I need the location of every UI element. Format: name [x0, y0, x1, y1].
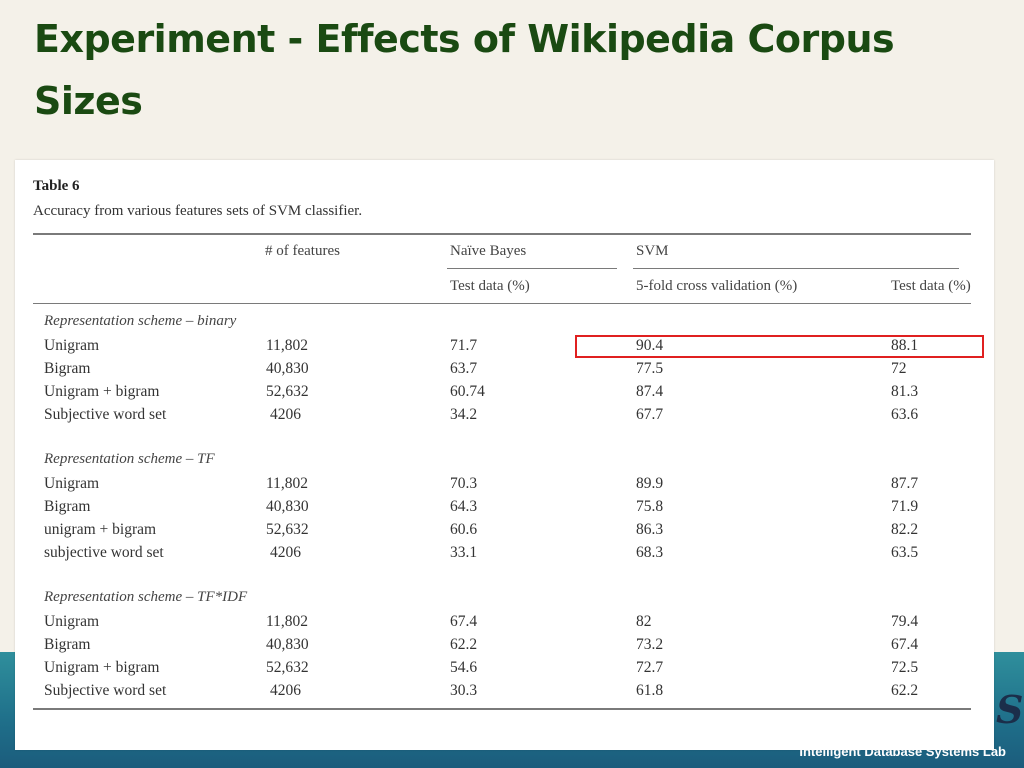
row-name: Unigram	[44, 337, 100, 354]
row-features: 40,830	[266, 636, 309, 653]
row-features: 4206	[270, 406, 301, 423]
table-top-rule	[33, 233, 971, 235]
row-test: 82.2	[891, 521, 919, 538]
row-name: Bigram	[44, 636, 91, 653]
row-cv: 82	[636, 613, 652, 630]
table-bottom-rule	[33, 708, 971, 710]
row-cv: 89.9	[636, 475, 664, 492]
row-name: Subjective word set	[44, 406, 167, 423]
row-nb: 60.74	[450, 383, 485, 400]
row-nb: 63.7	[450, 360, 478, 377]
row-cv: 67.7	[636, 406, 664, 423]
row-test: 88.1	[891, 337, 919, 354]
header-bottom-rule	[33, 303, 971, 304]
row-nb: 34.2	[450, 406, 478, 423]
row-name: unigram + bigram	[44, 521, 157, 538]
row-nb: 62.2	[450, 636, 478, 653]
row-nb: 64.3	[450, 498, 478, 515]
row-nb: 67.4	[450, 613, 478, 630]
svm-group-rule	[633, 268, 959, 269]
row-features: 4206	[270, 544, 301, 561]
header-svm: SVM	[636, 243, 669, 259]
header-svm-test: Test data (%)	[891, 278, 971, 294]
table-image-panel: Table 6 Accuracy from various features s…	[15, 160, 994, 750]
section-title-tfidf: Representation scheme – TF*IDF	[44, 589, 248, 605]
row-nb: 33.1	[450, 544, 478, 561]
row-test: 72	[891, 360, 907, 377]
row-features: 11,802	[266, 475, 309, 492]
section-title-binary: Representation scheme – binary	[44, 313, 237, 329]
row-cv: 72.7	[636, 659, 664, 676]
row-cv: 86.3	[636, 521, 664, 538]
row-name: Subjective word set	[44, 682, 167, 699]
row-test: 71.9	[891, 498, 919, 515]
row-cv: 77.5	[636, 360, 664, 377]
row-cv: 68.3	[636, 544, 664, 561]
row-name: subjective word set	[44, 544, 164, 561]
section-title-tf: Representation scheme – TF	[44, 451, 215, 467]
row-name: Bigram	[44, 360, 91, 377]
row-name: Unigram	[44, 475, 100, 492]
row-nb: 60.6	[450, 521, 478, 538]
highlight-box	[575, 335, 984, 358]
header-features: # of features	[265, 243, 340, 259]
row-features: 11,802	[266, 613, 309, 630]
row-features: 40,830	[266, 498, 309, 515]
row-test: 79.4	[891, 613, 919, 630]
row-cv: 87.4	[636, 383, 664, 400]
row-features: 4206	[270, 682, 301, 699]
header-svm-cv: 5-fold cross validation (%)	[636, 278, 798, 294]
row-name: Bigram	[44, 498, 91, 515]
row-name: Unigram	[44, 613, 100, 630]
row-name: Unigram + bigram	[44, 659, 160, 676]
row-features: 52,632	[266, 383, 309, 400]
row-test: 63.6	[891, 406, 919, 423]
row-nb: 71.7	[450, 337, 478, 354]
row-name: Unigram + bigram	[44, 383, 160, 400]
row-cv: 90.4	[636, 337, 664, 354]
idsl-logo: S	[996, 688, 1024, 732]
row-test: 81.3	[891, 383, 919, 400]
table-caption: Accuracy from various features sets of S…	[33, 203, 363, 219]
row-nb: 70.3	[450, 475, 478, 492]
row-cv: 61.8	[636, 682, 664, 699]
row-nb: 30.3	[450, 682, 478, 699]
row-test: 67.4	[891, 636, 919, 653]
header-nb-test: Test data (%)	[450, 278, 530, 294]
row-cv: 73.2	[636, 636, 664, 653]
row-features: 52,632	[266, 659, 309, 676]
header-naive-bayes: Naïve Bayes	[450, 243, 527, 259]
row-test: 87.7	[891, 475, 919, 492]
row-features: 52,632	[266, 521, 309, 538]
row-cv: 75.8	[636, 498, 664, 515]
slide-title: Experiment - Effects of Wikipedia Corpus…	[34, 17, 895, 123]
table-label: Table 6	[33, 178, 80, 194]
row-test: 62.2	[891, 682, 919, 699]
row-nb: 54.6	[450, 659, 478, 676]
row-test: 63.5	[891, 544, 919, 561]
row-features: 11,802	[266, 337, 309, 354]
row-test: 72.5	[891, 659, 919, 676]
nb-group-rule	[447, 268, 617, 269]
row-features: 40,830	[266, 360, 309, 377]
